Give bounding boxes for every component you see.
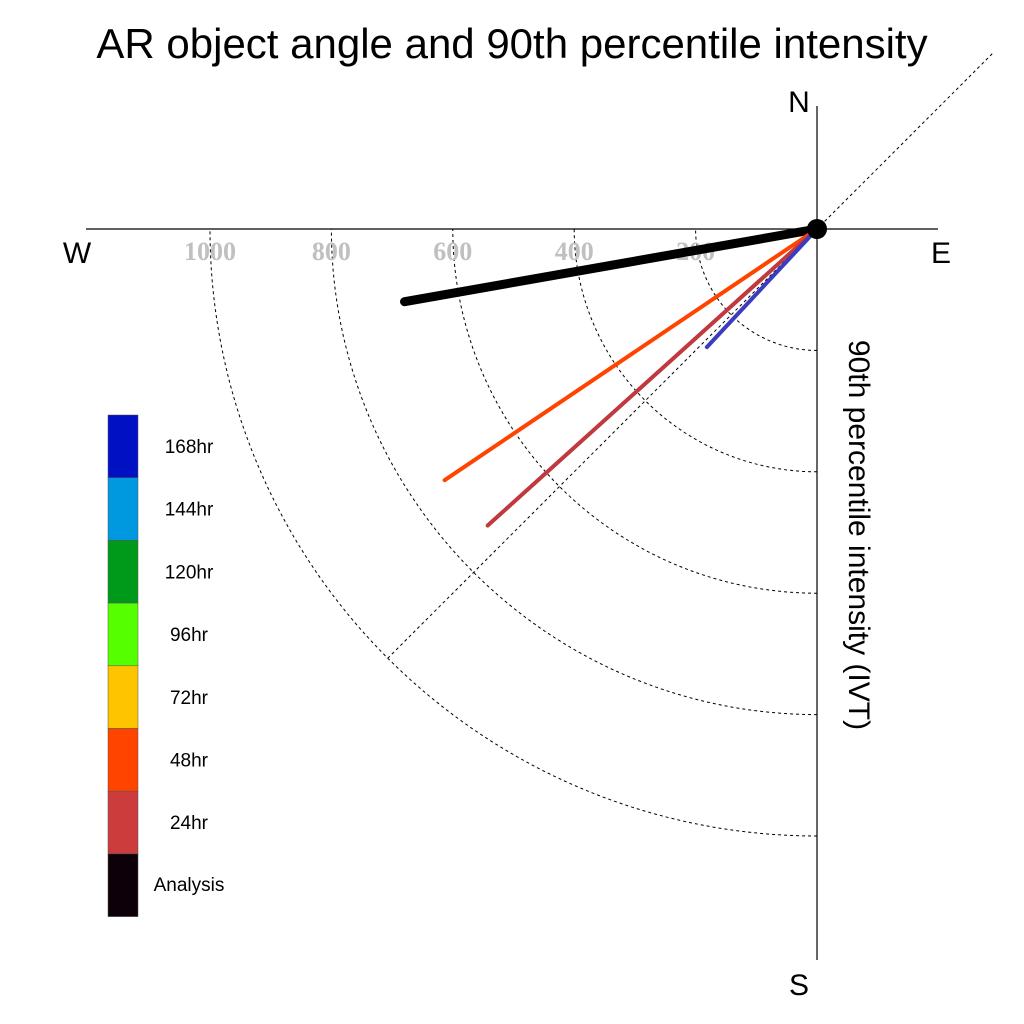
chart-title: AR object angle and 90th percentile inte… [96, 20, 927, 67]
legend: 168hr 144hr 120hr 96hr 72hr 48hr 24hr Analysis [107, 414, 225, 917]
radial-tick-label: 800 [312, 237, 351, 266]
legend-label: Analysis [154, 875, 225, 896]
legend-label: 144hr [165, 500, 214, 521]
series-layer [400, 219, 827, 528]
radial-tick-label: 400 [555, 237, 594, 266]
compass-south: S [789, 969, 809, 1002]
grid-layer [209, 53, 993, 837]
legend-swatch-48hr [107, 728, 139, 792]
compass-east: E [931, 237, 951, 270]
legend-label: 168hr [165, 437, 214, 458]
legend-label: 48hr [170, 751, 209, 772]
radial-tick-label: 600 [433, 237, 472, 266]
grid-ring-200 [695, 228, 818, 351]
legend-swatch-168hr [107, 414, 139, 478]
legend-swatch-72hr [107, 665, 139, 729]
radial-tick-labels: 2004006008001000 [184, 237, 715, 266]
legend-label: 24hr [170, 813, 209, 834]
y-axis-label: 90th percentile intensity (IVT) [842, 340, 875, 730]
compass-west: W [63, 237, 92, 270]
legend-label: 72hr [170, 688, 209, 709]
radial-tick-label: 1000 [184, 237, 236, 266]
legend-swatch-120hr [107, 540, 139, 604]
legend-label: 96hr [170, 625, 209, 646]
legend-swatch-analysis [107, 853, 139, 917]
legend-label: 120hr [165, 562, 214, 583]
grid-diagonal [387, 53, 993, 659]
series-vector-168hr [704, 227, 819, 350]
legend-swatch-144hr [107, 477, 139, 541]
grid-ring-400 [573, 228, 818, 473]
grid-ring-800 [330, 228, 818, 716]
series-vector-48hr [442, 227, 819, 483]
legend-swatch-96hr [107, 602, 139, 667]
origin-marker [807, 219, 827, 239]
grid-ring-600 [452, 228, 818, 594]
compass-north: N [788, 86, 810, 119]
series-vector-analysis [400, 224, 822, 307]
series-vector-24hr [485, 227, 819, 528]
legend-swatch-24hr [107, 790, 139, 855]
